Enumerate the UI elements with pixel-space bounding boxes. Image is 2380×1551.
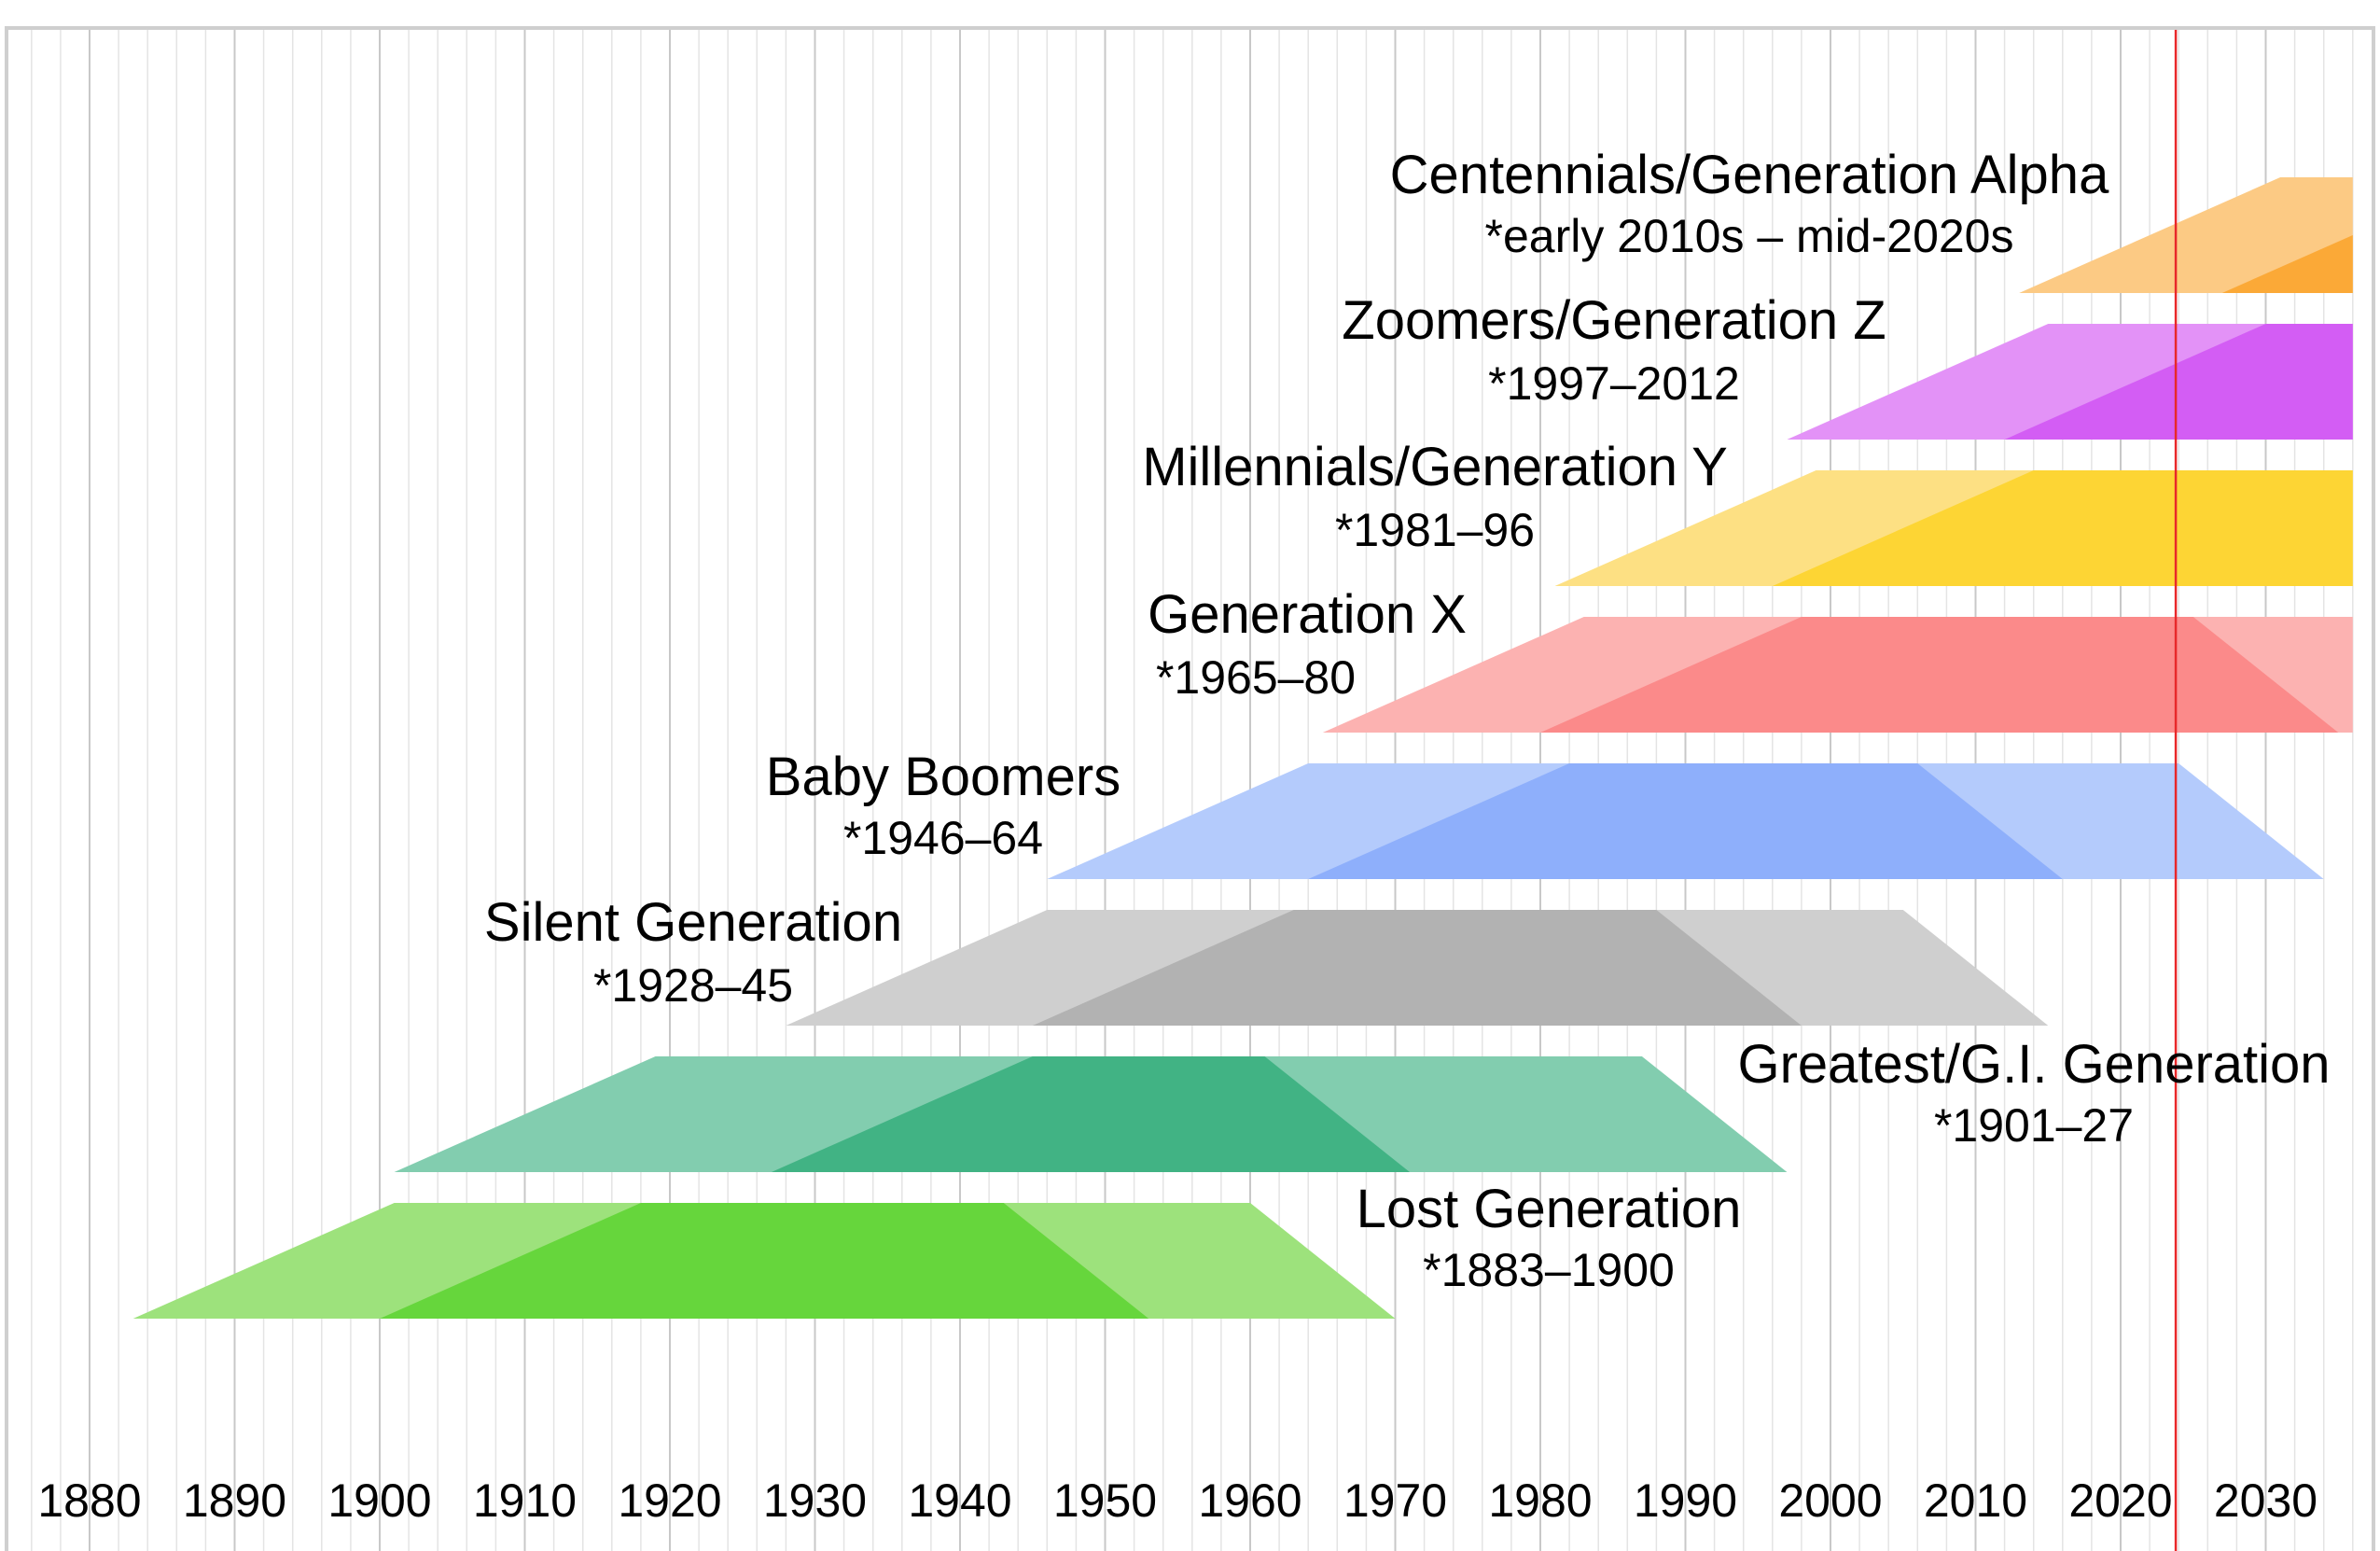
x-tick-label: 1990 [1634,1474,1737,1527]
x-tick-label: 1900 [327,1474,431,1527]
band-generation-x [1322,617,2353,733]
generation-years-generation-x: *1965–80 [1156,651,1356,704]
x-tick-label: 1910 [473,1474,577,1527]
x-tick-label: 2010 [1924,1474,2027,1527]
band-millennials-generation-y [1554,470,2353,586]
band-baby-boomers [1047,763,2324,879]
generation-name-zoomers-generation-z: Zoomers/Generation Z [1342,290,1886,351]
generation-years-silent-generation: *1928–45 [593,959,793,1012]
band-silent-generation [786,910,2049,1026]
x-tick-label: 1970 [1343,1474,1447,1527]
x-tick-label: 1920 [618,1474,721,1527]
generation-name-silent-generation: Silent Generation [484,892,902,953]
generation-name-lost-generation: Lost Generation [1357,1179,1742,1239]
generation-bands [132,177,2353,1319]
generation-name-centennials-generation-alpha: Centennials/Generation Alpha [1390,145,2109,205]
band-dark-baby-boomers [1308,763,2063,879]
generation-name-baby-boomers: Baby Boomers [766,747,1120,807]
band-dark-generation-x [1540,617,2339,733]
generation-years-lost-generation: *1883–1900 [1423,1244,1675,1296]
x-axis-tick-labels: 1880 1890 1900 1910 1920 1930 1940 1950 1960 1970… [37,1474,2317,1527]
band-dark-zoomers-generation-z [2004,324,2353,440]
band-light-centennials-generation-alpha [2019,177,2353,293]
band-dark-millennials-generation-y [1772,470,2353,586]
generation-years-greatest-g-i-generation: *1901–27 [1934,1099,2134,1152]
band-dark-centennials-generation-alpha [2221,235,2353,293]
x-tick-label: 1980 [1488,1474,1592,1527]
band-centennials-generation-alpha [2019,177,2353,293]
x-tick-label: 1940 [908,1474,1011,1527]
band-zoomers-generation-z [1787,324,2353,440]
x-tick-label: 1950 [1053,1474,1157,1527]
x-tick-label: 1890 [183,1474,286,1527]
generation-years-centennials-generation-alpha: *early 2010s – mid-2020s [1485,210,2014,262]
generation-years-millennials-generation-y: *1981–96 [1335,504,1535,556]
generation-years-baby-boomers: *1946–64 [843,812,1043,864]
x-tick-label: 1930 [763,1474,867,1527]
band-greatest-g-i-generation [394,1056,1788,1172]
generation-name-generation-x: Generation X [1148,584,1467,645]
generation-name-millennials-generation-y: Millennials/Generation Y [1142,437,1728,497]
generation-years-zoomers-generation-z: *1997–2012 [1488,357,1740,410]
band-dark-lost-generation [380,1203,1149,1319]
x-tick-label: 1960 [1198,1474,1301,1527]
x-tick-label: 2030 [2214,1474,2317,1527]
x-tick-label: 2000 [1778,1474,1882,1527]
generation-name-greatest-g-i-generation: Greatest/G.I. Generation [1737,1034,2330,1095]
x-tick-label: 2020 [2068,1474,2172,1527]
generation-labels: Centennials/Generation Alpha*early 2010s… [484,145,2331,1296]
band-dark-greatest-g-i-generation [771,1056,1410,1172]
x-tick-label: 1880 [37,1474,141,1527]
band-lost-generation [132,1203,1396,1319]
band-dark-silent-generation [1032,910,1802,1026]
